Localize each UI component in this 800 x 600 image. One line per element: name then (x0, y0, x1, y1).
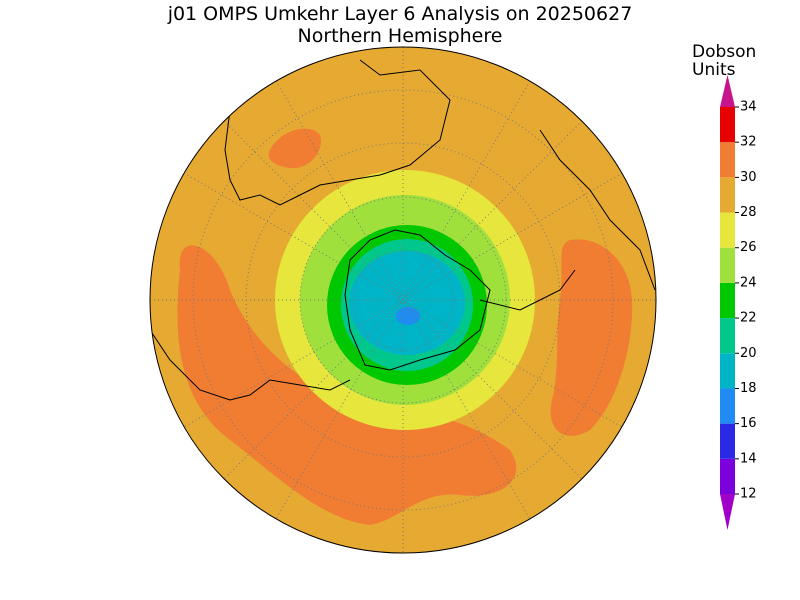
colorbar-band (720, 282, 735, 319)
contour-region (550, 239, 633, 436)
colorbar-over (720, 75, 735, 107)
contour-region (268, 128, 321, 169)
colorbar-tick-label: 16 (740, 416, 757, 431)
contour-region (177, 245, 517, 525)
colorbar-tick-label: 32 (740, 135, 757, 150)
coastlines (150, 59, 656, 401)
colorbar-tick-label: 30 (740, 170, 757, 185)
colorbar-tick-label: 34 (740, 100, 757, 115)
colorbar-under (720, 494, 735, 530)
colorbar-tick-label: 12 (740, 487, 757, 502)
colorbar-tick-label: 26 (740, 240, 757, 255)
colorbar-label: Dobson (692, 42, 756, 62)
colorbar: Dobson Units 12 14 16 18 20 22 24 26 28 30 32 34 (692, 42, 757, 530)
map-border (149, 46, 657, 554)
colorbar-tick-label: 22 (740, 311, 757, 326)
colorbar-band (720, 107, 735, 143)
colorbar-tick-label: 18 (740, 381, 757, 396)
map-subtitle: Northern Hemisphere (298, 25, 503, 47)
polar-map (150, 47, 656, 553)
contour-region (396, 307, 420, 325)
colorbar-tick-label: 28 (740, 205, 757, 220)
colorbar-band (720, 142, 735, 178)
colorbar-band (720, 177, 735, 213)
colorbar-band (720, 388, 735, 424)
colorbar-tick-label: 20 (740, 346, 757, 361)
colorbar-band (720, 247, 735, 283)
map-title: j01 OMPS Umkehr Layer 6 Analysis on 2025… (167, 3, 633, 25)
colorbar-band (720, 353, 735, 389)
graticule (150, 47, 656, 553)
colorbar-band (720, 423, 735, 459)
colorbar-tick-label: 24 (740, 275, 757, 290)
colorbar-tick-label: 14 (740, 451, 757, 466)
colorbar-label: Units (692, 60, 736, 80)
contour-region (349, 251, 465, 355)
colorbar-band (720, 318, 735, 354)
colorbar-band (720, 212, 735, 248)
colorbar-band (720, 458, 735, 494)
